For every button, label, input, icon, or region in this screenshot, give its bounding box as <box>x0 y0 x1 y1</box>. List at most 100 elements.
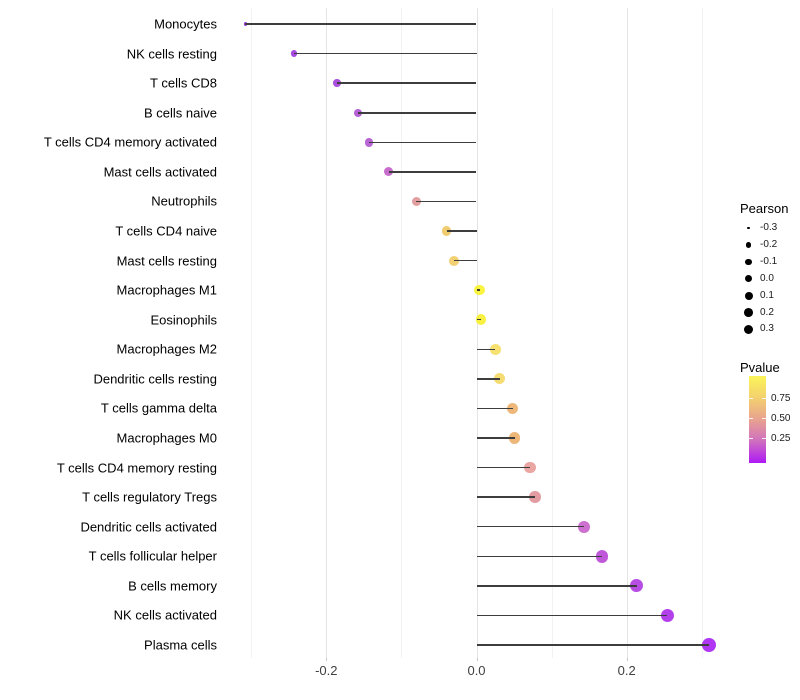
lollipop-stem <box>476 348 496 350</box>
legend-size-key <box>742 274 755 283</box>
legend-size-entry: 0.0 <box>742 270 774 287</box>
lollipop-point <box>353 108 362 117</box>
category-label: B cells naive <box>144 105 217 121</box>
size-dot <box>745 242 752 248</box>
lollipop-stem <box>476 585 637 587</box>
category-label: Macrophages M2 <box>116 341 217 357</box>
lollipop-point <box>411 196 422 207</box>
legend-size-key <box>742 258 755 265</box>
lollipop-stem <box>454 259 477 262</box>
legend-size-entry: -0.1 <box>742 253 777 270</box>
legend-size-key <box>742 324 755 335</box>
size-dot <box>743 324 754 335</box>
pvalue-tick-mark <box>762 417 766 420</box>
lollipop-point <box>290 50 298 57</box>
lollipop-point <box>509 432 521 444</box>
legend-size-label: 0.2 <box>760 306 774 318</box>
category-label: T cells CD4 naive <box>115 223 217 239</box>
category-label: Neutrophils <box>151 193 217 209</box>
lollipop-stem <box>357 112 477 114</box>
pvalue-tick-mark <box>762 397 766 400</box>
category-label: NK cells resting <box>126 46 217 62</box>
x-tick-mark <box>326 658 328 661</box>
lollipop-stem <box>476 614 668 617</box>
category-label: B cells memory <box>128 578 217 594</box>
size-dot <box>747 226 750 230</box>
legend-size-entry: -0.2 <box>742 236 777 253</box>
lollipop-stem <box>446 230 477 232</box>
legend-size-key <box>742 242 755 248</box>
pvalue-tick-mark <box>749 397 753 400</box>
legend-size-entry: -0.3 <box>742 220 777 237</box>
category-label: T cells gamma delta <box>100 400 217 416</box>
lollipop-stem <box>476 318 481 321</box>
lollipop-stem <box>476 555 602 557</box>
pvalue-gradient-bar <box>749 376 766 463</box>
legend-size-label: 0.0 <box>760 272 774 284</box>
gridline-major <box>626 8 628 658</box>
lollipop-stem <box>476 437 515 439</box>
category-label: Dendritic cells activated <box>80 519 217 535</box>
size-dot <box>745 258 752 265</box>
pvalue-tick-label: 0.75 <box>771 392 791 404</box>
legend-size-entry: 0.1 <box>742 287 774 304</box>
lollipop-stem <box>476 407 513 410</box>
gridline-major <box>326 8 328 658</box>
lollipop-stem <box>388 171 477 173</box>
category-label: Mast cells activated <box>103 164 217 180</box>
category-label: Monocytes <box>154 16 217 32</box>
legend-size-entry: 0.2 <box>742 304 774 321</box>
lollipop-stem <box>476 644 709 646</box>
x-tick-label: 0.0 <box>467 663 486 678</box>
x-axis: -0.2 0.0 0.2 <box>0 658 800 688</box>
category-label: T cells follicular helper <box>88 548 217 564</box>
plot-panel <box>238 8 724 658</box>
gridline-minor <box>701 8 703 658</box>
x-tick-label: -0.2 <box>315 663 338 678</box>
lollipop-stem <box>476 525 584 528</box>
lollipop-stem <box>245 23 477 25</box>
lollipop-stem <box>476 289 480 291</box>
category-label: Macrophages M0 <box>116 430 217 446</box>
size-dot <box>744 308 753 317</box>
category-label: T cells CD4 memory resting <box>56 460 217 476</box>
legend-size-label: -0.2 <box>760 238 778 250</box>
lollipop-point <box>577 520 590 533</box>
lollipop-stem <box>369 141 477 143</box>
category-label: Dendritic cells resting <box>93 371 217 387</box>
legend-size-label: 0.1 <box>760 289 774 301</box>
legend-pearson: Pearson -0.3 -0.2 -0.1 0.0 0.1 0.2 0.3 <box>740 202 800 342</box>
lollipop-point <box>701 638 716 652</box>
category-axis: Monocytes NK cells resting T cells CD8 B ce… <box>0 8 217 656</box>
lollipop-stem <box>476 496 536 498</box>
gridline-minor <box>401 8 403 658</box>
gridline-minor <box>251 8 253 658</box>
legend-size-label: -0.1 <box>760 255 778 267</box>
legend-size-key <box>742 308 755 317</box>
legend-size-entry: 0.3 <box>742 321 774 338</box>
category-label: T cells CD8 <box>150 75 217 91</box>
lollipop-stem <box>416 200 477 203</box>
gridline-minor <box>551 8 553 658</box>
gridline-major <box>476 8 478 658</box>
category-label: Eosinophils <box>150 312 218 328</box>
lollipop-stem <box>336 82 477 84</box>
category-label: Plasma cells <box>144 637 217 653</box>
legend-pvalue-title: Pvalue <box>740 360 780 375</box>
lollipop-point <box>595 550 609 563</box>
pvalue-tick-label: 0.50 <box>771 412 791 424</box>
x-tick-label: 0.2 <box>617 663 636 678</box>
category-label: T cells regulatory Tregs <box>82 489 217 505</box>
pvalue-tick-mark <box>762 437 766 440</box>
legend-size-key <box>742 291 755 300</box>
lollipop-stem <box>476 466 530 469</box>
legend-size-label: -0.3 <box>760 222 778 233</box>
legend-pvalue: Pvalue 0.75 0.50 0.25 <box>740 361 800 481</box>
size-dot <box>744 274 753 283</box>
category-label: Macrophages M1 <box>116 282 217 298</box>
lollipop-stem <box>476 378 500 380</box>
category-label: NK cells activated <box>113 607 217 623</box>
size-dot <box>744 291 753 300</box>
lollipop-point <box>524 461 536 474</box>
